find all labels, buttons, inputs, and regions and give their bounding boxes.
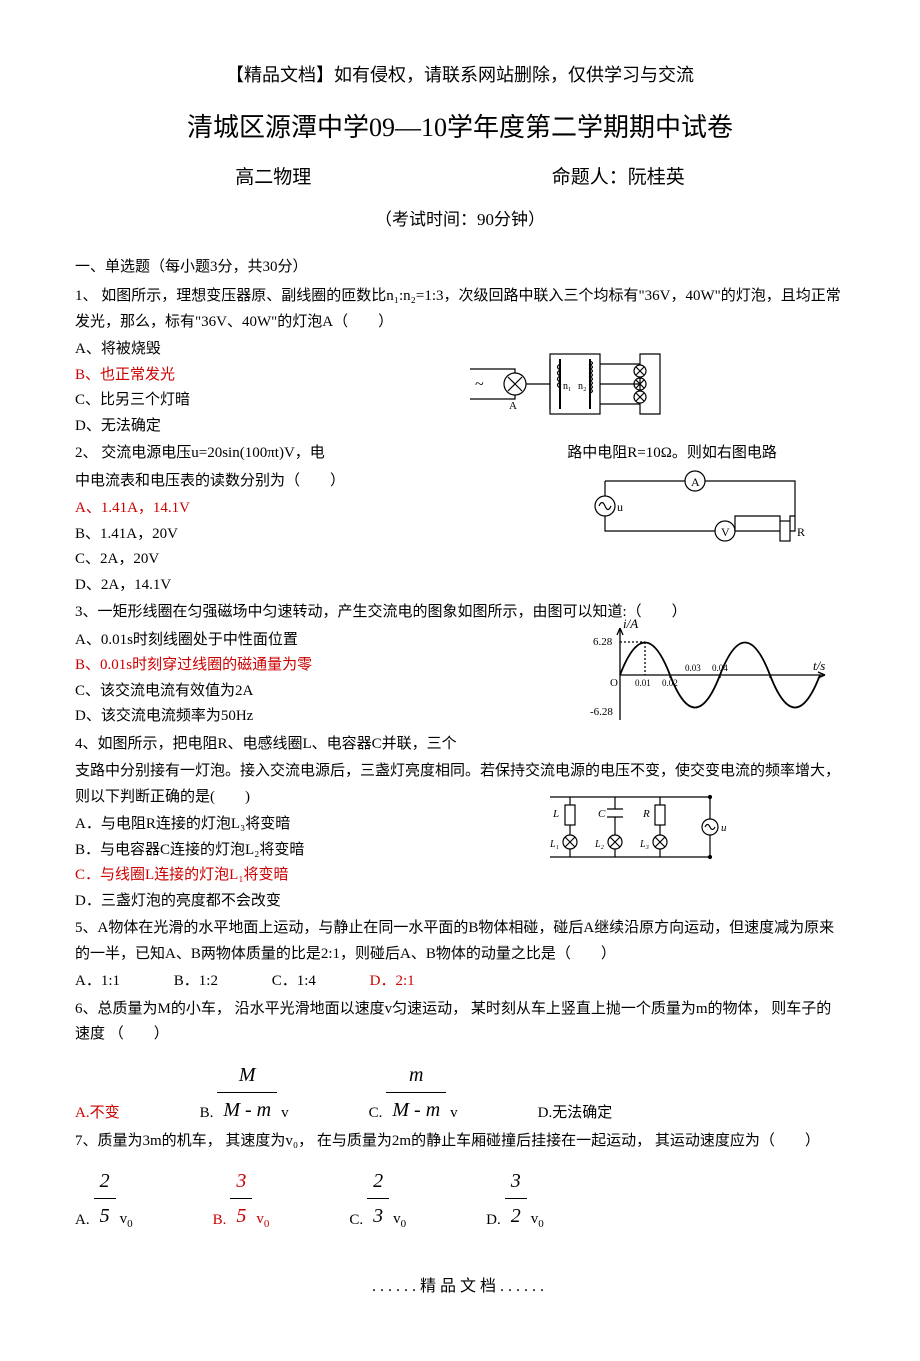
svg-text:0.02: 0.02 xyxy=(662,678,678,688)
svg-text:6.28: 6.28 xyxy=(593,636,613,648)
svg-text:A: A xyxy=(691,475,700,489)
svg-text:0.03: 0.03 xyxy=(685,663,701,673)
exam-time: （考试时间：90分钟） xyxy=(75,206,845,235)
q5-options: A．1:1 B．1:2 C．1:4 D．2:1 xyxy=(75,969,845,995)
q2-opt-d: D、2A，14.1V xyxy=(75,573,845,599)
svg-text:L₁: L₁ xyxy=(549,839,559,850)
q1-opt-b: B、也正常发光 xyxy=(75,363,845,389)
svg-text:u: u xyxy=(617,500,623,514)
svg-text:R: R xyxy=(642,808,650,820)
svg-text:n₂: n₂ xyxy=(578,381,587,392)
svg-text:-6.28: -6.28 xyxy=(590,706,613,718)
q7-opt-d: D. 32v0 xyxy=(486,1164,544,1233)
svg-text:t/s: t/s xyxy=(813,658,825,673)
q2-text-right: 路中电阻R=10Ω。则如右图电路 xyxy=(567,445,777,461)
q7-options: A. 25v0 B. 35v0 C. 23v0 D. 32v0 xyxy=(75,1164,845,1233)
question-1: 1、 如图所示，理想变压器原、副线圈的匝数比n₁:n₂=1:3，次级回路中联入三… xyxy=(75,284,845,439)
question-3: 3、一矩形线圈在匀强磁场中匀速转动，产生交流电的图象如图所示，由图可以知道:（ … xyxy=(75,600,845,730)
header-notice: 【精品文档】如有侵权，请联系网站删除，仅供学习与交流 xyxy=(75,60,845,91)
q6-options: A.不变 B. MM - mv C. mM - mv D.无法确定 xyxy=(75,1058,845,1127)
circuit-diagram: A V R u xyxy=(585,466,815,546)
q2-text-left: 2、 交流电源电压u=20sin(100πt)V，电 xyxy=(75,445,325,461)
subject: 高二物理 xyxy=(235,162,311,194)
svg-text:n₁: n₁ xyxy=(563,381,572,392)
q1-opt-a: A、将被烧毁 xyxy=(75,337,845,363)
svg-text:O: O xyxy=(610,677,618,689)
svg-text:V: V xyxy=(721,525,730,539)
q5-opt-b: B．1:2 xyxy=(174,969,218,995)
svg-text:u: u xyxy=(721,822,727,834)
svg-text:i/A: i/A xyxy=(623,616,638,631)
section-1-header: 一、单选题（每小题3分，共30分） xyxy=(75,255,845,281)
q5-opt-a: A．1:1 xyxy=(75,969,120,995)
svg-text:L: L xyxy=(552,808,559,820)
q1-text: 1、 如图所示，理想变压器原、副线圈的匝数比n₁:n₂=1:3，次级回路中联入三… xyxy=(75,284,845,335)
q6-text: 6、总质量为M的小车， 沿水平光滑地面以速度v匀速运动， 某时刻从车上竖直上抛一… xyxy=(75,997,845,1048)
q6-opt-a: A.不变 xyxy=(75,1101,120,1127)
transformer-diagram: ~ A n₁ n₂ xyxy=(465,339,685,429)
svg-text:0.04: 0.04 xyxy=(712,663,728,673)
q5-opt-d: D．2:1 xyxy=(370,969,415,995)
q4-text1: 4、如图所示，把电阻R、电感线圈L、电容器C并联，三个 xyxy=(75,732,845,758)
q1-opt-d: D、无法确定 xyxy=(75,414,845,440)
q6-opt-d: D.无法确定 xyxy=(538,1101,613,1127)
q6-opt-c: C. mM - mv xyxy=(369,1058,458,1127)
q4-opt-d: D．三盏灯泡的亮度都不会改变 xyxy=(75,889,845,915)
question-5: 5、A物体在光滑的水平地面上运动，与静止在同一水平面的B物体相碰，碰后A继续沿原… xyxy=(75,916,845,995)
q5-opt-c: C．1:4 xyxy=(272,969,316,995)
q7-opt-c: C. 23v0 xyxy=(349,1164,406,1233)
footer: ......精品文档...... xyxy=(75,1273,845,1300)
svg-text:R: R xyxy=(797,525,805,539)
exam-title: 清城区源潭中学09—10学年度第二学期期中试卷 xyxy=(75,106,845,150)
svg-text:~: ~ xyxy=(475,376,484,393)
svg-text:L₂: L₂ xyxy=(594,839,605,850)
q2-opt-c: C、2A，20V xyxy=(75,547,845,573)
author: 命题人：阮桂英 xyxy=(552,162,685,194)
question-4: 4、如图所示，把电阻R、电感线圈L、电容器C并联，三个 支路中分别接有一灯泡。接… xyxy=(75,732,845,915)
q6-opt-b: B. MM - mv xyxy=(200,1058,289,1127)
rlc-diagram: L L₁ C L₂ R L₃ u xyxy=(535,787,735,867)
question-6: 6、总质量为M的小车， 沿水平光滑地面以速度v匀速运动， 某时刻从车上竖直上抛一… xyxy=(75,997,845,1127)
q7-opt-a: A. 25v0 xyxy=(75,1164,133,1233)
subtitle-row: 高二物理 命题人：阮桂英 xyxy=(75,162,845,194)
q7-opt-b: B. 35v0 xyxy=(213,1164,270,1233)
svg-text:0.01: 0.01 xyxy=(635,678,651,688)
wave-chart: i/A t/s 6.28 -6.28 O 0.01 0.02 0.03 0.04 xyxy=(585,620,835,730)
q2-text: 2、 交流电源电压u=20sin(100πt)V，电 路中电阻R=10Ω。则如右… xyxy=(75,441,845,467)
q7-text: 7、质量为3m的机车， 其速度为v₀， 在与质量为2m的静止车厢碰撞后挂接在一起… xyxy=(75,1129,845,1155)
svg-text:C: C xyxy=(598,808,606,820)
question-2: 2、 交流电源电压u=20sin(100πt)V，电 路中电阻R=10Ω。则如右… xyxy=(75,441,845,598)
svg-text:A: A xyxy=(509,400,517,412)
q5-text: 5、A物体在光滑的水平地面上运动，与静止在同一水平面的B物体相碰，碰后A继续沿原… xyxy=(75,916,845,967)
q1-opt-c: C、比另三个灯暗 xyxy=(75,388,845,414)
svg-text:L₃: L₃ xyxy=(639,839,650,850)
question-7: 7、质量为3m的机车， 其速度为v₀， 在与质量为2m的静止车厢碰撞后挂接在一起… xyxy=(75,1129,845,1234)
q4-opt-c: C．与线圈L连接的灯泡L₁将变暗 xyxy=(75,863,845,889)
